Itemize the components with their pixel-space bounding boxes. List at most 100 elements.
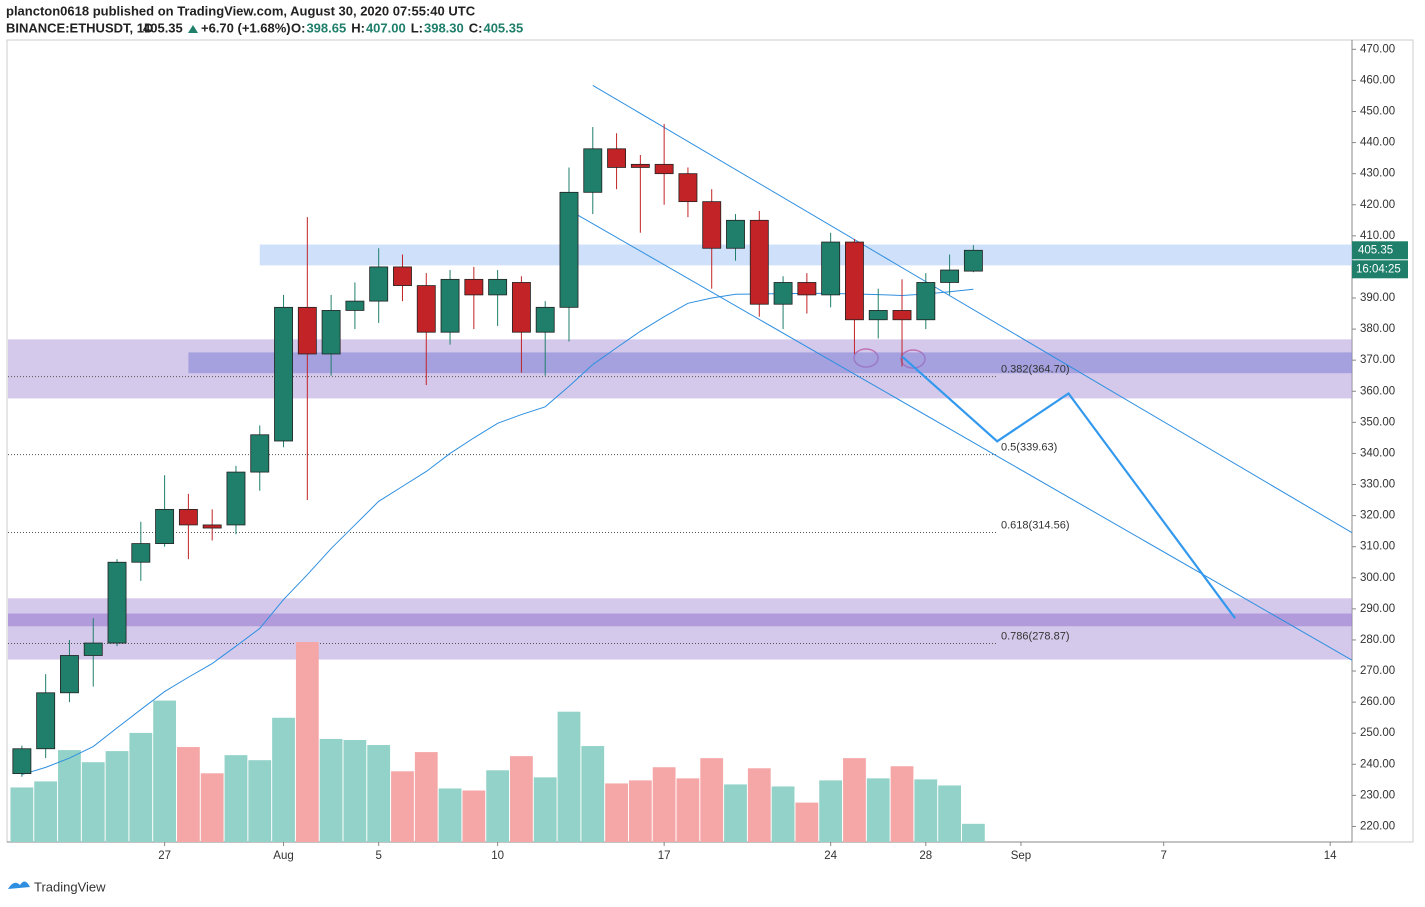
ohlc-value: 398.65 xyxy=(306,20,346,35)
candle-body xyxy=(393,266,412,286)
candle-body xyxy=(155,508,175,544)
volume-bar xyxy=(866,778,890,842)
volume-bar xyxy=(486,770,510,842)
volume-bar xyxy=(771,786,795,842)
y-tick-label: 270.00 xyxy=(1360,665,1395,677)
candle-body xyxy=(83,642,103,656)
x-tick-label: 27 xyxy=(158,850,171,862)
candle-body xyxy=(916,282,936,321)
candle-body xyxy=(297,306,317,355)
volume-bar xyxy=(557,711,581,842)
x-tick-label: 17 xyxy=(658,850,671,862)
candle-body xyxy=(892,310,912,321)
candle-body xyxy=(250,434,270,473)
x-tick-label: 10 xyxy=(491,850,504,862)
volume-bar xyxy=(676,778,700,842)
candle-body xyxy=(678,173,698,203)
y-tick-label: 440.00 xyxy=(1360,137,1395,149)
change: +6.70 (+1.68%) xyxy=(201,20,291,35)
x-tick-label: Sep xyxy=(1011,850,1031,862)
zone xyxy=(259,244,1352,266)
candle-body xyxy=(369,266,389,302)
fib-label: 0.618(314.56) xyxy=(1001,519,1070,531)
ohlc-value: 398.30 xyxy=(424,20,464,35)
candle-body xyxy=(178,508,198,526)
volume-bar xyxy=(367,745,391,842)
ohlc-value: 405.35 xyxy=(483,20,523,35)
volume-bar xyxy=(843,758,866,842)
trendline xyxy=(592,84,1353,534)
candle-body xyxy=(345,300,365,311)
volume-bar xyxy=(10,787,34,842)
volume-bar xyxy=(224,755,248,842)
volume-bar xyxy=(652,767,676,842)
y-tick-label: 380.00 xyxy=(1360,323,1395,335)
y-tick-label: 460.00 xyxy=(1360,74,1395,86)
volume-bar xyxy=(34,781,58,842)
candle-body xyxy=(630,163,650,168)
volume-bar xyxy=(961,823,985,842)
y-tick-label: 390.00 xyxy=(1360,292,1395,304)
y-tick-label: 260.00 xyxy=(1360,696,1395,708)
x-tick-label: 7 xyxy=(1160,850,1166,862)
candle-body xyxy=(940,269,960,283)
candle-body xyxy=(559,191,579,308)
last-price-box xyxy=(1352,241,1408,260)
candle-body xyxy=(845,241,864,321)
volume-bar xyxy=(747,768,771,842)
y-tick-label: 280.00 xyxy=(1360,634,1395,646)
x-tick-label: 5 xyxy=(375,850,381,862)
candle-body xyxy=(749,219,769,305)
volume-bar xyxy=(462,790,486,842)
up-arrow xyxy=(188,25,198,33)
y-tick-label: 370.00 xyxy=(1360,354,1395,366)
countdown-label: 16:04:25 xyxy=(1356,263,1401,275)
footer-logo: TradingView xyxy=(34,879,106,894)
ohlc-key: C: xyxy=(469,20,483,35)
candle-body xyxy=(36,692,56,750)
y-tick-label: 410.00 xyxy=(1360,230,1395,242)
candle-body xyxy=(607,148,627,168)
volume-bar xyxy=(176,747,200,842)
ohlc-row: O: 398.65 H: 407.00 L: 398.30 C: 405.35 xyxy=(291,20,523,35)
y-tick-label: 310.00 xyxy=(1360,541,1395,553)
publisher: plancton0618 published on TradingView.co… xyxy=(6,3,476,18)
candle-body xyxy=(773,282,793,305)
ohlc-key: L: xyxy=(411,20,423,35)
candle-body xyxy=(60,655,79,694)
trendline xyxy=(568,209,1353,661)
x-tick-label: Aug xyxy=(273,850,293,862)
volume-bar xyxy=(890,766,914,842)
y-tick-label: 350.00 xyxy=(1360,416,1395,428)
y-tick-label: 360.00 xyxy=(1360,385,1395,397)
candle-body xyxy=(583,148,603,193)
volume-bar xyxy=(938,785,961,842)
volume-bar xyxy=(819,780,843,842)
volume-bar xyxy=(200,773,224,842)
candle-body xyxy=(107,561,127,644)
y-tick-label: 340.00 xyxy=(1360,447,1395,459)
volume-bar xyxy=(510,756,533,842)
volume-bar xyxy=(272,717,295,842)
fib-label: 0.5(339.63) xyxy=(1001,441,1057,453)
candle-body xyxy=(702,201,722,249)
volume-bar xyxy=(581,746,605,842)
logo-icon xyxy=(8,881,30,889)
candle-body xyxy=(511,282,531,333)
volume-bar xyxy=(795,802,819,842)
volume-bar xyxy=(343,739,367,842)
volume-bar xyxy=(105,751,129,842)
candle-body xyxy=(726,219,745,249)
candle-body xyxy=(797,282,817,296)
y-tick-label: 300.00 xyxy=(1360,572,1395,584)
volume-bar xyxy=(914,779,938,842)
candle-body xyxy=(535,306,555,333)
candle-body xyxy=(321,310,341,355)
y-tick-label: 220.00 xyxy=(1360,820,1395,832)
candle-body xyxy=(12,748,32,775)
volume-bar xyxy=(58,750,81,842)
candle-body xyxy=(963,249,983,272)
y-tick-label: 250.00 xyxy=(1360,727,1395,739)
